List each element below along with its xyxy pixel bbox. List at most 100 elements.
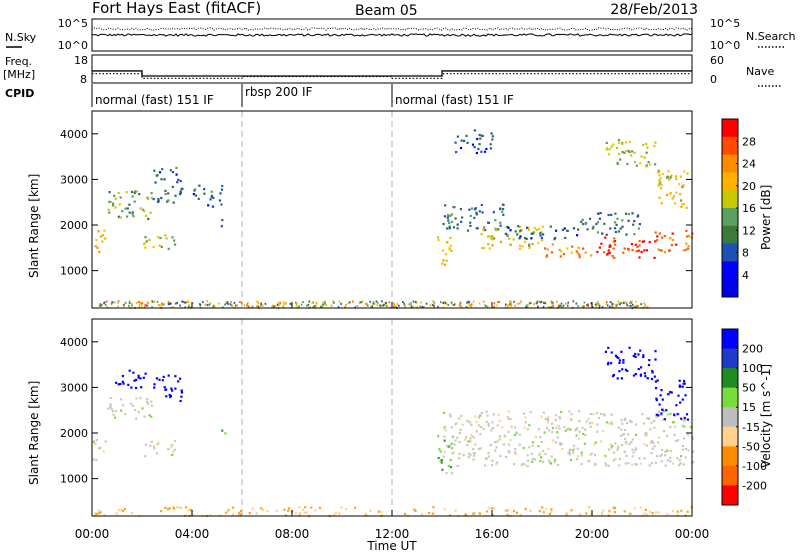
velocity-cell xyxy=(473,452,476,455)
power-cell xyxy=(209,198,212,201)
velocity-cell xyxy=(657,441,660,444)
velocity-cell xyxy=(99,511,102,514)
power-cell xyxy=(251,305,254,308)
power-cell xyxy=(192,302,194,305)
power-cell xyxy=(668,178,671,181)
power-cell xyxy=(475,211,478,214)
power-cell xyxy=(296,302,298,305)
velocity-cell xyxy=(653,375,656,378)
velocity-cell xyxy=(612,506,615,509)
velocity-cell xyxy=(656,379,659,382)
power-cell xyxy=(484,229,487,232)
power-cell xyxy=(324,302,327,305)
power-cell xyxy=(635,300,637,303)
velocity-cell xyxy=(686,418,689,421)
velocity-cell xyxy=(504,509,507,512)
velocity-cell xyxy=(654,380,657,383)
velocity-cell xyxy=(150,400,153,403)
power-cell xyxy=(528,302,531,305)
velocity-cell xyxy=(653,426,656,429)
velocity-cell xyxy=(664,464,667,467)
power-cell xyxy=(558,304,560,306)
velocity-cell xyxy=(542,449,545,453)
power-cell xyxy=(469,304,472,307)
power-cell xyxy=(437,236,440,239)
power-cell xyxy=(412,300,415,303)
velocity-cell xyxy=(501,426,504,429)
colorbar-swatch xyxy=(722,279,738,298)
velocity-cell xyxy=(634,355,637,358)
colorbar-swatch xyxy=(722,446,738,467)
velocity-cell xyxy=(103,514,106,517)
power-cell xyxy=(556,300,558,303)
power-cell xyxy=(566,304,569,307)
velocity-cell xyxy=(634,352,637,356)
power-cell xyxy=(380,304,382,307)
velocity-cell xyxy=(114,410,117,413)
velocity-cell xyxy=(114,416,117,419)
power-cell xyxy=(636,215,639,218)
velocity-cell xyxy=(685,448,688,451)
power-cell xyxy=(212,305,214,308)
power-cell xyxy=(172,201,175,204)
power-cell xyxy=(667,170,670,173)
velocity-cell xyxy=(613,511,616,514)
velocity-cell xyxy=(445,472,448,475)
noise-left-tick-bottom: 10^0 xyxy=(58,39,88,52)
colorbar-swatch xyxy=(722,485,738,506)
velocity-cell xyxy=(553,458,557,461)
power-cell xyxy=(453,206,456,209)
y-tick-label: 1000 xyxy=(60,265,88,278)
velocity-cell xyxy=(634,433,638,436)
velocity-cell xyxy=(514,426,517,429)
power-cell xyxy=(142,243,146,246)
power-cell xyxy=(108,211,111,214)
power-cell xyxy=(539,234,542,237)
velocity-cell xyxy=(172,450,175,454)
power-cell xyxy=(609,305,611,308)
power-cell xyxy=(448,227,451,230)
power-cell xyxy=(443,301,446,304)
velocity-cell xyxy=(604,350,607,353)
velocity-cell xyxy=(581,426,584,429)
power-cell xyxy=(478,302,481,305)
power-cell xyxy=(519,229,522,232)
power-cell xyxy=(528,243,531,246)
velocity-cell xyxy=(625,421,629,425)
power-cell xyxy=(552,304,554,307)
velocity-cell xyxy=(148,414,151,417)
velocity-cell xyxy=(557,424,560,427)
power-cell xyxy=(126,207,129,210)
power-cell xyxy=(220,188,224,191)
velocity-cell xyxy=(166,508,170,511)
power-cell xyxy=(117,191,120,195)
colorbar-swatch xyxy=(722,225,738,245)
velocity-cell xyxy=(596,412,599,415)
power-cell xyxy=(572,300,575,303)
power-cell xyxy=(637,249,640,252)
velocity-cell xyxy=(226,510,229,513)
velocity-cell xyxy=(109,404,112,407)
velocity-cell xyxy=(454,439,457,442)
velocity-cell xyxy=(588,422,592,425)
velocity-cell xyxy=(591,422,594,425)
power-cell xyxy=(512,238,515,241)
power-cell xyxy=(454,141,457,144)
velocity-cell xyxy=(137,411,140,414)
power-cell xyxy=(279,303,281,306)
power-cell xyxy=(669,191,672,194)
velocity-cell xyxy=(617,426,620,429)
power-cell xyxy=(231,304,233,307)
velocity-cell xyxy=(620,444,624,447)
velocity-cell xyxy=(551,439,555,442)
power-cell xyxy=(199,303,202,306)
power-cell xyxy=(566,229,569,232)
power-cell xyxy=(462,139,466,142)
velocity-cell xyxy=(630,440,633,444)
velocity-cell xyxy=(632,354,635,358)
velocity-cell xyxy=(569,448,572,451)
power-cell xyxy=(501,210,504,213)
power-cell xyxy=(533,303,536,306)
power-cell xyxy=(182,300,185,303)
